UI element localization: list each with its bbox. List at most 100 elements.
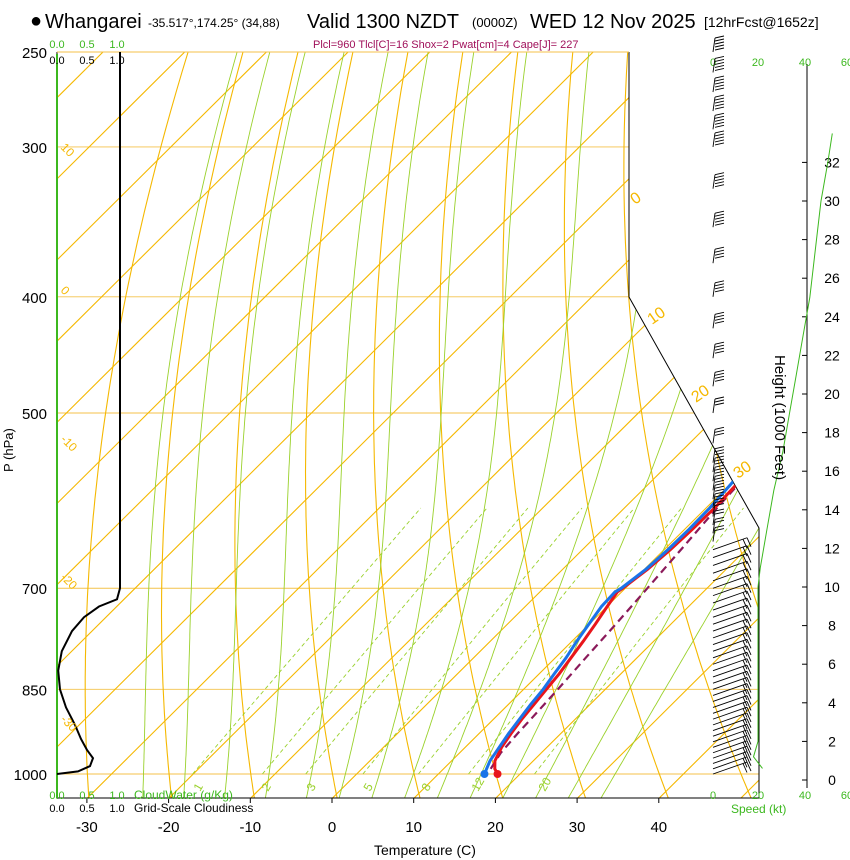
wind-barb-shaft xyxy=(712,638,748,652)
wind-barb xyxy=(712,525,725,542)
moist-adiabat xyxy=(501,52,751,798)
dewpoint-line xyxy=(483,71,759,775)
wind-barb-flag xyxy=(746,701,752,711)
speed-tick-label: 60 xyxy=(841,57,850,69)
wind-barb-flag xyxy=(746,718,752,728)
isotherm-label: -20 xyxy=(58,570,80,592)
wind-barb-shaft xyxy=(712,729,748,743)
wind-barb-shaft xyxy=(712,519,716,534)
temperature-tick-label: 0 xyxy=(328,819,336,836)
wind-barb-flag xyxy=(714,81,725,85)
pressure-tick-label: 400 xyxy=(22,290,47,307)
wind-barb-flag xyxy=(714,246,725,250)
wind-barb-flag xyxy=(714,449,725,453)
moist-adiabat xyxy=(183,52,277,798)
wind-barb xyxy=(712,751,752,764)
wind-barb xyxy=(712,723,752,737)
wind-barb xyxy=(712,446,725,463)
isotherm-line xyxy=(577,52,759,798)
dry-adiabat xyxy=(623,52,753,798)
mixing-ratio-label: 3 xyxy=(303,780,319,793)
height-tick-label: 8 xyxy=(828,618,836,634)
wind-barb xyxy=(712,112,725,130)
wind-barb xyxy=(712,311,725,329)
wind-barb-shaft xyxy=(712,683,748,696)
wind-barb-shaft xyxy=(712,740,748,754)
wind-barb xyxy=(712,706,752,720)
temperature-tick-label: 40 xyxy=(650,819,667,836)
wind-barb-flag xyxy=(714,175,725,179)
wind-barb-flag xyxy=(714,61,725,65)
wind-barb-flag xyxy=(742,640,748,650)
parcel-info: Plcl=960 Tlcl[C]=16 Shox=2 Pwat[cm]=4 Ca… xyxy=(313,39,578,51)
cloudiness-label: Grid-Scale Cloudiness xyxy=(134,801,253,815)
wind-barb-shaft xyxy=(712,174,716,189)
isotherm-line xyxy=(57,52,431,798)
wind-barb-flag xyxy=(714,222,725,226)
mixing-ratio-line xyxy=(305,507,529,775)
wind-barb-shaft xyxy=(712,604,748,618)
wind-barb xyxy=(712,718,752,731)
wind-barb xyxy=(712,568,752,582)
dry-adiabat xyxy=(160,52,250,798)
wind-barb-flag xyxy=(742,725,748,735)
cloudwater-tick-label: 0.0 xyxy=(49,39,64,51)
wind-barb xyxy=(712,491,725,509)
wind-barb xyxy=(712,695,752,708)
wind-barb xyxy=(712,508,725,526)
wind-barb-flag xyxy=(714,133,725,137)
wind-barb-shaft xyxy=(712,664,748,678)
wind-barb xyxy=(712,545,752,559)
wind-barb-flag xyxy=(714,286,725,290)
cloudwater-tick-label: 0.5 xyxy=(79,790,94,802)
wind-barb-flag xyxy=(746,583,752,593)
wind-barb-flag xyxy=(714,399,725,403)
dry-adiabat xyxy=(84,52,196,798)
wind-barb-shaft xyxy=(712,553,748,566)
wind-barb xyxy=(712,651,752,665)
wind-barb-flag xyxy=(714,311,725,315)
wind-barb-flag xyxy=(714,35,725,39)
wind-barb-flag xyxy=(714,479,725,483)
isotherm-line xyxy=(250,52,759,798)
wind-barb-flag xyxy=(746,632,752,642)
isotherm-label: 10 xyxy=(645,304,669,328)
cloudiness-tick-label: 0.5 xyxy=(79,803,94,815)
temperature-tick-label: 10 xyxy=(405,819,422,836)
dry-adiabat xyxy=(502,52,587,798)
wind-barb xyxy=(712,590,752,604)
wind-barb-flag xyxy=(746,639,752,649)
wind-barb xyxy=(712,500,725,517)
wind-barb xyxy=(712,473,725,491)
wind-barb-flag xyxy=(714,121,725,125)
dry-adiabat xyxy=(304,52,359,798)
wind-barb-flag xyxy=(746,746,752,756)
wind-barb-shaft xyxy=(712,677,748,690)
wind-barb-flag xyxy=(714,41,725,45)
cloudiness-tick-label: 1.0 xyxy=(109,803,124,815)
speed-tick-label: 60 xyxy=(841,790,850,802)
wind-barb-shaft xyxy=(712,344,716,359)
wind-barb-flag xyxy=(742,570,748,580)
wind-barb-shaft xyxy=(712,583,748,597)
isotherm-label: 0 xyxy=(628,189,645,208)
isotherm-line xyxy=(0,52,21,798)
wind-barb-flag xyxy=(742,606,748,616)
wind-barb-flag xyxy=(746,605,752,615)
dry-adiabat xyxy=(438,52,504,798)
mixing-ratio-line xyxy=(468,507,682,775)
temperature-tick-label: -30 xyxy=(76,819,98,836)
mixing-ratio-label: 12 xyxy=(468,775,487,794)
pressure-tick-label: 500 xyxy=(22,406,47,423)
isotherm-line xyxy=(57,52,104,798)
wind-barb-flag xyxy=(746,707,752,717)
wind-barb-flag xyxy=(746,689,752,699)
header-valid: Valid 1300 NZDT xyxy=(307,11,459,33)
wind-barb-flag xyxy=(714,67,725,71)
wind-barb-shaft xyxy=(712,372,716,387)
header-coords: -35.517°,174.25° (34,88) xyxy=(148,16,280,30)
dry-adiabat xyxy=(737,52,759,798)
wind-barb xyxy=(712,604,752,618)
wind-barb-flag xyxy=(714,252,725,256)
